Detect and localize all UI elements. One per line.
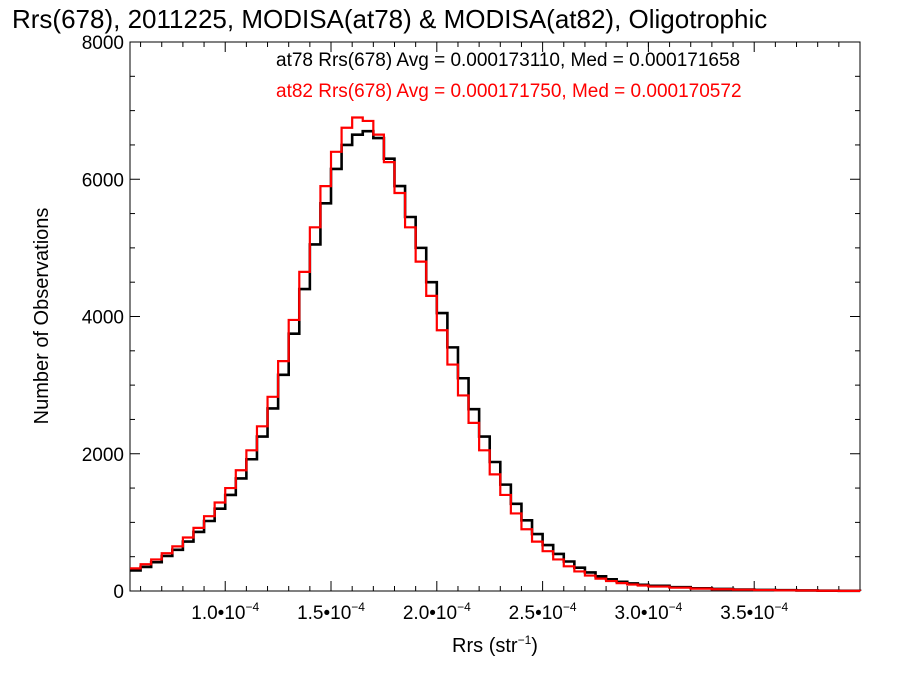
x-tick-label-base: 1.5•10 bbox=[297, 603, 351, 624]
series-layer bbox=[130, 116, 862, 593]
plot-frame bbox=[129, 41, 861, 592]
y-axis-ticks: 0 2000 4000 6000 8000 bbox=[82, 33, 860, 603]
x-tick-label: 2.0•10−4 bbox=[403, 600, 471, 624]
series-line-at78 bbox=[130, 129, 862, 593]
chart-title: Rrs(678), 2011225, MODISA(at78) & MODISA… bbox=[12, 4, 767, 34]
x-tick-label-base: 3.0•10 bbox=[614, 603, 668, 624]
x-axis-label-superscript: −1 bbox=[518, 633, 532, 647]
legend: at78 Rrs(678) Avg = 0.000173110, Med = 0… bbox=[276, 50, 742, 102]
x-tick-label-base: 2.5•10 bbox=[509, 603, 563, 624]
y-tick-label: 6000 bbox=[82, 170, 124, 191]
x-axis-ticks: 1.0•10−4 1.5•10−4 2.0•10−4 2.5•10−4 3.0•10−4… bbox=[140, 42, 840, 624]
x-tick-label: 3.5•10−4 bbox=[720, 600, 788, 624]
x-tick-label-exponent: −4 bbox=[351, 600, 365, 614]
x-tick-label-exponent: −4 bbox=[563, 600, 577, 614]
x-tick-label-exponent: −4 bbox=[774, 600, 788, 614]
x-tick-label-base: 1.0•10 bbox=[191, 603, 245, 624]
legend-entry-at78: at78 Rrs(678) Avg = 0.000173110, Med = 0… bbox=[276, 50, 740, 71]
x-axis-label-close: ) bbox=[531, 635, 538, 657]
x-tick-label-base: 2.0•10 bbox=[403, 603, 457, 624]
y-tick-label: 4000 bbox=[82, 308, 124, 329]
x-tick-label-exponent: −4 bbox=[669, 600, 683, 614]
legend-entry-at82: at82 Rrs(678) Avg = 0.000171750, Med = 0… bbox=[276, 81, 742, 102]
series-at82 bbox=[130, 116, 862, 592]
y-tick-label: 8000 bbox=[82, 33, 124, 54]
x-tick-label: 3.0•10−4 bbox=[614, 600, 682, 624]
x-axis-label: Rrs (str−1) bbox=[452, 633, 538, 657]
x-tick-label: 1.5•10−4 bbox=[297, 600, 365, 624]
series-line-at82 bbox=[130, 116, 862, 592]
x-tick-label-exponent: −4 bbox=[245, 600, 259, 614]
y-tick-label: 0 bbox=[113, 582, 124, 603]
y-tick-label: 2000 bbox=[82, 445, 124, 466]
x-tick-label: 1.0•10−4 bbox=[191, 600, 259, 624]
x-axis-label-main: Rrs (str bbox=[452, 635, 518, 657]
x-tick-label-exponent: −4 bbox=[457, 600, 471, 614]
y-axis-label: Number of Observations bbox=[31, 208, 53, 425]
x-tick-label-base: 3.5•10 bbox=[720, 603, 774, 624]
series-at78 bbox=[130, 129, 862, 593]
x-tick-label: 2.5•10−4 bbox=[509, 600, 577, 624]
